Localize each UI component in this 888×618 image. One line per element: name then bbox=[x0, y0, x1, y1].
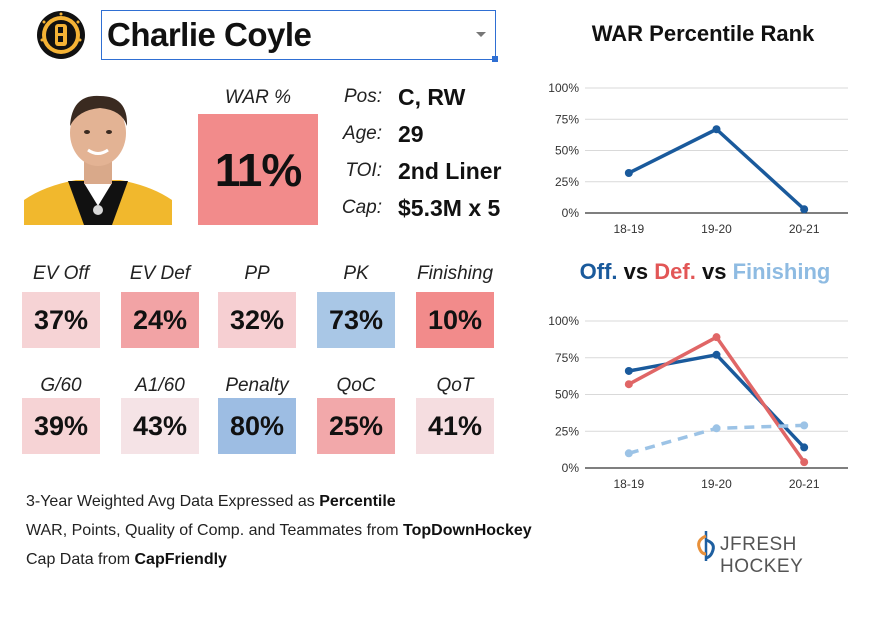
stat-value-finishing: 10% bbox=[416, 292, 494, 348]
y-tick-label: 100% bbox=[548, 81, 579, 95]
y-tick-label: 0% bbox=[562, 461, 580, 475]
footnote-bold: TopDownHockey bbox=[403, 522, 532, 539]
cap-value: $5.3M x 5 bbox=[398, 195, 501, 221]
y-tick-label: 50% bbox=[555, 388, 579, 402]
data-point bbox=[624, 449, 633, 458]
x-tick-label: 18-19 bbox=[613, 477, 644, 490]
data-point bbox=[800, 205, 809, 214]
x-tick-label: 20-21 bbox=[789, 222, 820, 236]
stat-value-ev-def: 24% bbox=[121, 292, 199, 348]
data-point bbox=[800, 421, 809, 430]
x-tick-label: 18-19 bbox=[613, 222, 644, 236]
y-tick-label: 25% bbox=[555, 424, 579, 438]
data-point bbox=[712, 424, 721, 433]
series-line-0 bbox=[628, 127, 806, 211]
x-tick-label: 19-20 bbox=[701, 222, 732, 236]
chart1-title: WAR Percentile Rank bbox=[591, 21, 815, 46]
pos-value: C, RW bbox=[398, 84, 466, 110]
data-point bbox=[800, 443, 809, 452]
stat-label-qot: QoT bbox=[436, 375, 474, 396]
age-value: 29 bbox=[398, 121, 424, 147]
y-tick-label: 25% bbox=[555, 175, 579, 189]
footnote-text: 3-Year Weighted Avg Data Expressed as bbox=[26, 493, 320, 510]
brand-text: JFRESH HOCKEY bbox=[720, 534, 804, 577]
stat-label-finishing: Finishing bbox=[416, 263, 494, 284]
data-point bbox=[624, 169, 633, 177]
cap-label: Cap: bbox=[341, 197, 382, 218]
toi-label: TOI: bbox=[345, 160, 382, 181]
chevron-down-icon[interactable] bbox=[476, 32, 486, 37]
war-value: 11% bbox=[198, 114, 318, 225]
toi-value: 2nd Liner bbox=[398, 158, 502, 184]
stat-label-pp: PP bbox=[244, 263, 270, 284]
war-percentile-chart: 0% 25% 50% 75% 100% 18-19 19-20 20-21 bbox=[548, 81, 848, 236]
bruins-logo-svg bbox=[37, 11, 85, 59]
data-point bbox=[800, 458, 809, 467]
jfresh-logo-icon bbox=[697, 531, 715, 561]
data-point bbox=[624, 380, 633, 389]
footnote-bold: CapFriendly bbox=[134, 551, 227, 568]
stat-value-qoc: 25% bbox=[317, 398, 395, 454]
war-label: WAR % bbox=[224, 87, 292, 108]
stat-value-g60: 39% bbox=[22, 398, 100, 454]
stat-value-a160: 43% bbox=[121, 398, 199, 454]
chart2-title-vs: vs bbox=[623, 259, 649, 284]
age-label: Age: bbox=[342, 123, 382, 144]
y-tick-label: 75% bbox=[555, 112, 579, 126]
stat-label-pk: PK bbox=[343, 263, 369, 284]
chart2-title-vs: vs bbox=[701, 259, 727, 284]
stat-value-pk: 73% bbox=[317, 292, 395, 348]
stat-label-ev-def: EV Def bbox=[129, 263, 191, 284]
data-point bbox=[712, 333, 721, 342]
stat-label-g60: G/60 bbox=[40, 375, 82, 396]
pos-label: Pos: bbox=[343, 86, 382, 107]
y-tick-label: 100% bbox=[548, 314, 579, 328]
stat-label-a160: A1/60 bbox=[135, 375, 185, 396]
x-tick-label: 20-21 bbox=[789, 477, 820, 490]
stat-value-pp: 32% bbox=[218, 292, 296, 348]
y-tick-label: 0% bbox=[562, 206, 580, 220]
y-tick-label: 75% bbox=[555, 351, 579, 365]
chart2-title-off: Off. bbox=[579, 259, 618, 284]
chart2-title-finishing: Finishing bbox=[732, 259, 831, 284]
stat-value-penalty: 80% bbox=[218, 398, 296, 454]
stat-label-ev-off: EV Off bbox=[33, 263, 89, 284]
stat-value-qot: 41% bbox=[416, 398, 494, 454]
x-tick-label: 19-20 bbox=[701, 477, 732, 490]
stat-label-qoc: QoC bbox=[336, 375, 376, 396]
stat-value-ev-off: 37% bbox=[22, 292, 100, 348]
footnote-text: Cap Data from bbox=[26, 551, 135, 568]
chart2-title-def: Def. bbox=[654, 259, 696, 284]
data-point bbox=[624, 366, 633, 375]
footnote-text: WAR, Points, Quality of Comp. and Teamma… bbox=[26, 522, 404, 539]
footnote-source-tdh: WAR, Points, Quality of Comp. and Teamma… bbox=[26, 522, 532, 540]
resize-handle[interactable] bbox=[492, 56, 498, 62]
player-headshot-svg bbox=[24, 88, 172, 225]
y-tick-label: 50% bbox=[555, 144, 579, 158]
data-point bbox=[712, 350, 721, 359]
data-point bbox=[712, 125, 721, 134]
player-name: Charlie Coyle bbox=[107, 16, 312, 53]
stat-label-penalty: Penalty bbox=[225, 375, 289, 396]
footnote-percentile: 3-Year Weighted Avg Data Expressed as Pe… bbox=[26, 493, 396, 511]
brand[interactable]: JFRESH HOCKEY bbox=[695, 525, 870, 577]
chart2-title: Off. vs Def. vs Finishing bbox=[540, 259, 870, 285]
player-photo bbox=[24, 88, 172, 225]
off-def-finishing-chart: 0% 25% 50% 75% 100% 18-19 19-20 20-21 bbox=[548, 314, 848, 490]
bruins-logo-icon bbox=[36, 10, 86, 60]
footnote-bold: Percentile bbox=[319, 493, 396, 510]
footnote-source-capfriendly: Cap Data from CapFriendly bbox=[26, 551, 227, 569]
player-select[interactable]: Charlie Coyle bbox=[101, 10, 498, 62]
